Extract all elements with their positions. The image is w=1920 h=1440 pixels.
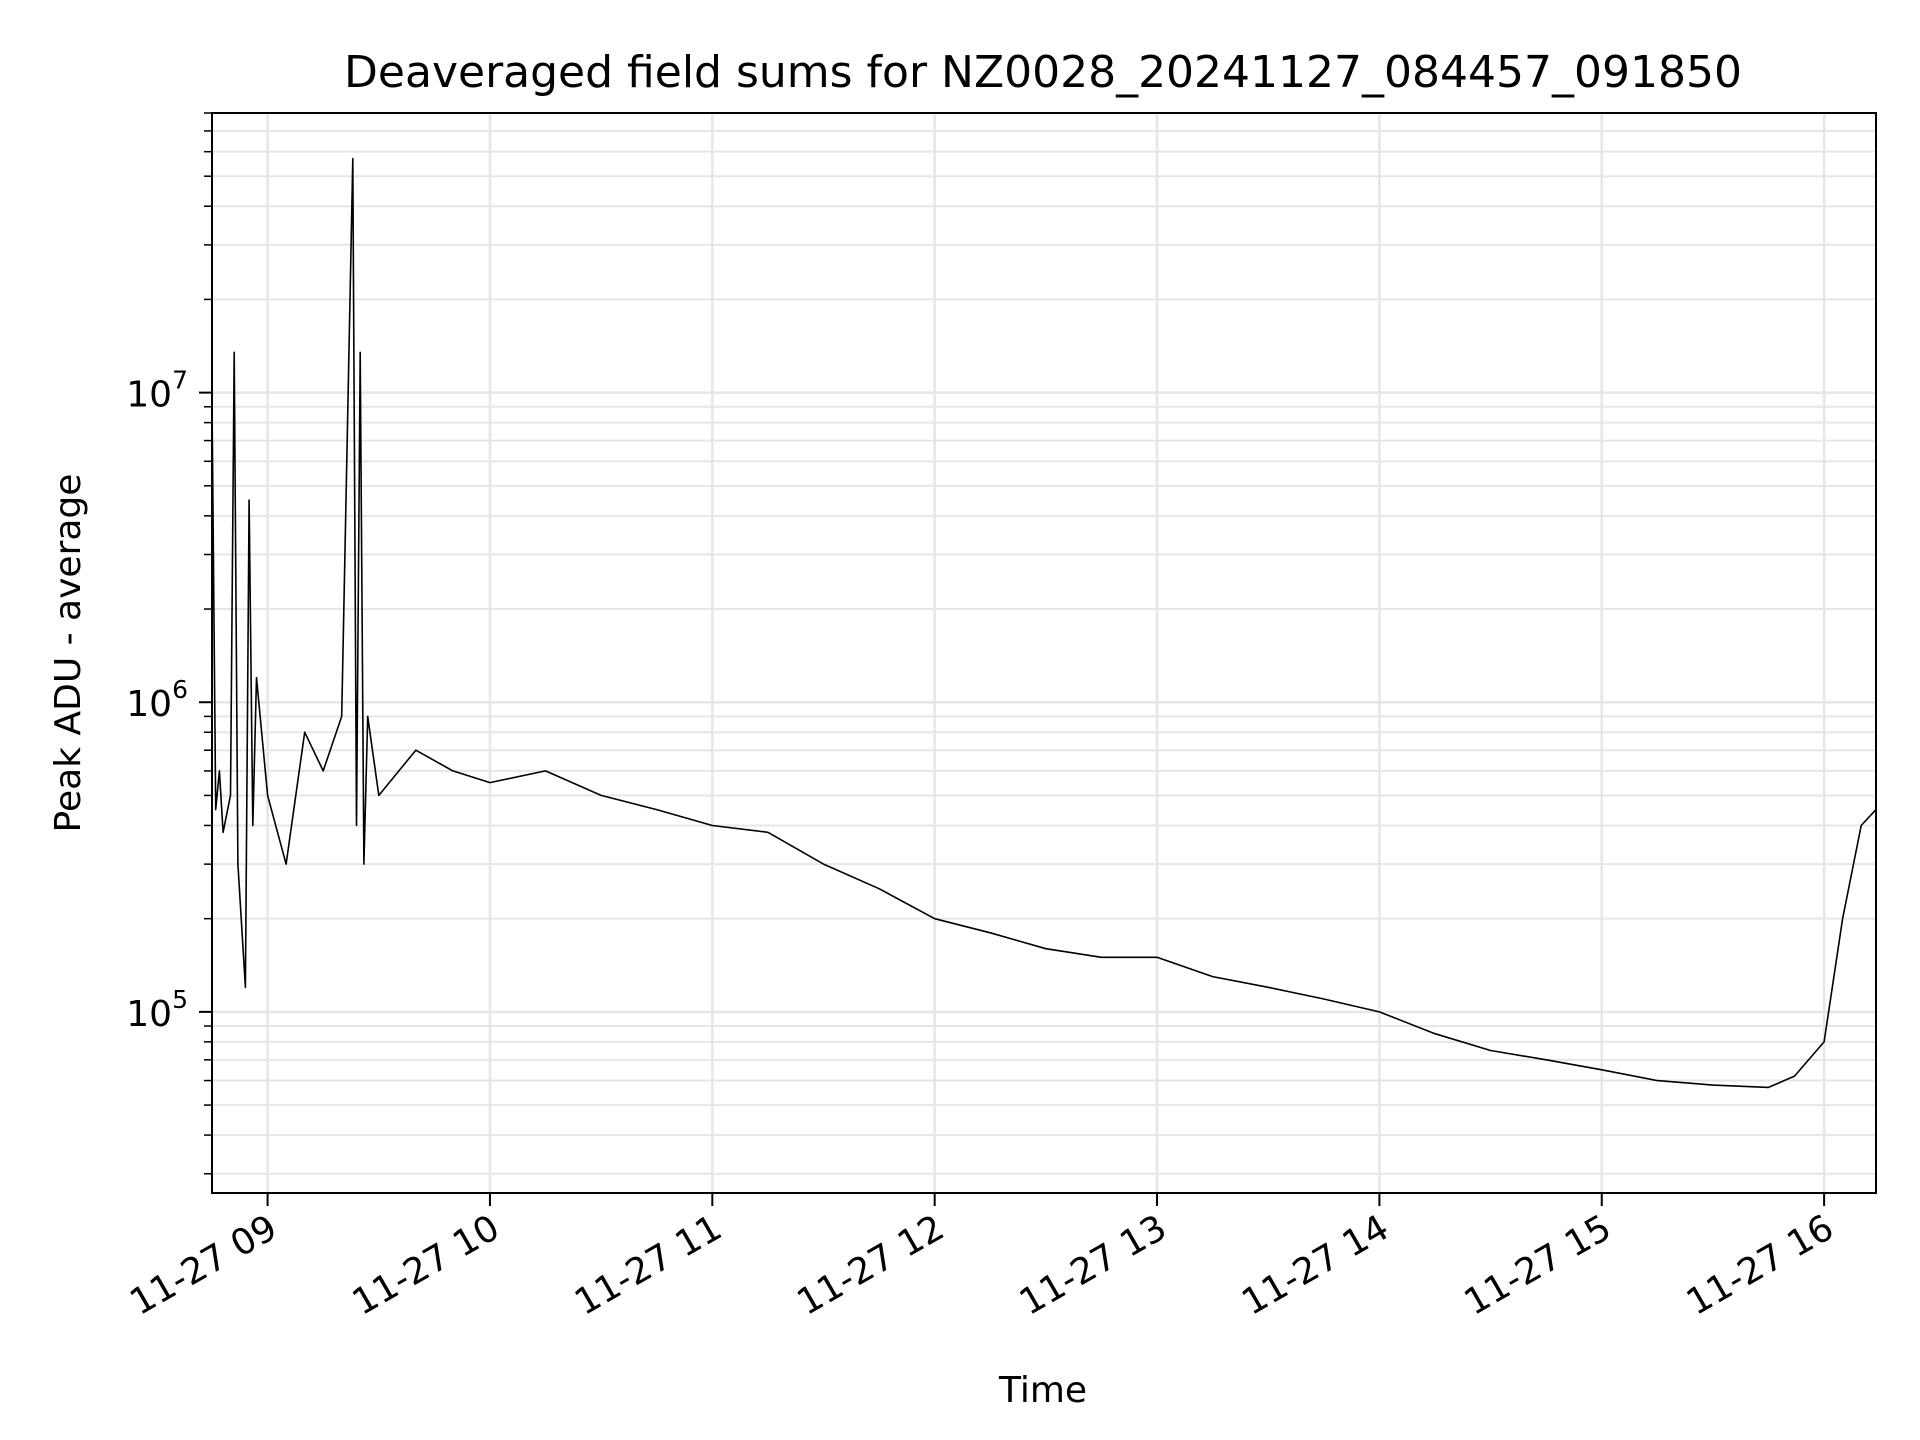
y-tick-label: 107 <box>126 366 188 416</box>
y-axis: 105 106 107 <box>126 112 212 1175</box>
series-layer <box>211 157 1877 1089</box>
x-axis-label: Time <box>998 1370 1087 1411</box>
y-axis-label: Peak ADU - average <box>48 474 89 833</box>
chart-title: Deaveraged field sums for NZ0028_2024112… <box>344 47 1742 98</box>
y-tick-label: 105 <box>126 985 188 1035</box>
major-grid <box>212 113 1876 1193</box>
y-tick-label: 106 <box>126 675 188 725</box>
plot-frame <box>211 112 1877 1194</box>
series-line <box>211 157 1877 1089</box>
